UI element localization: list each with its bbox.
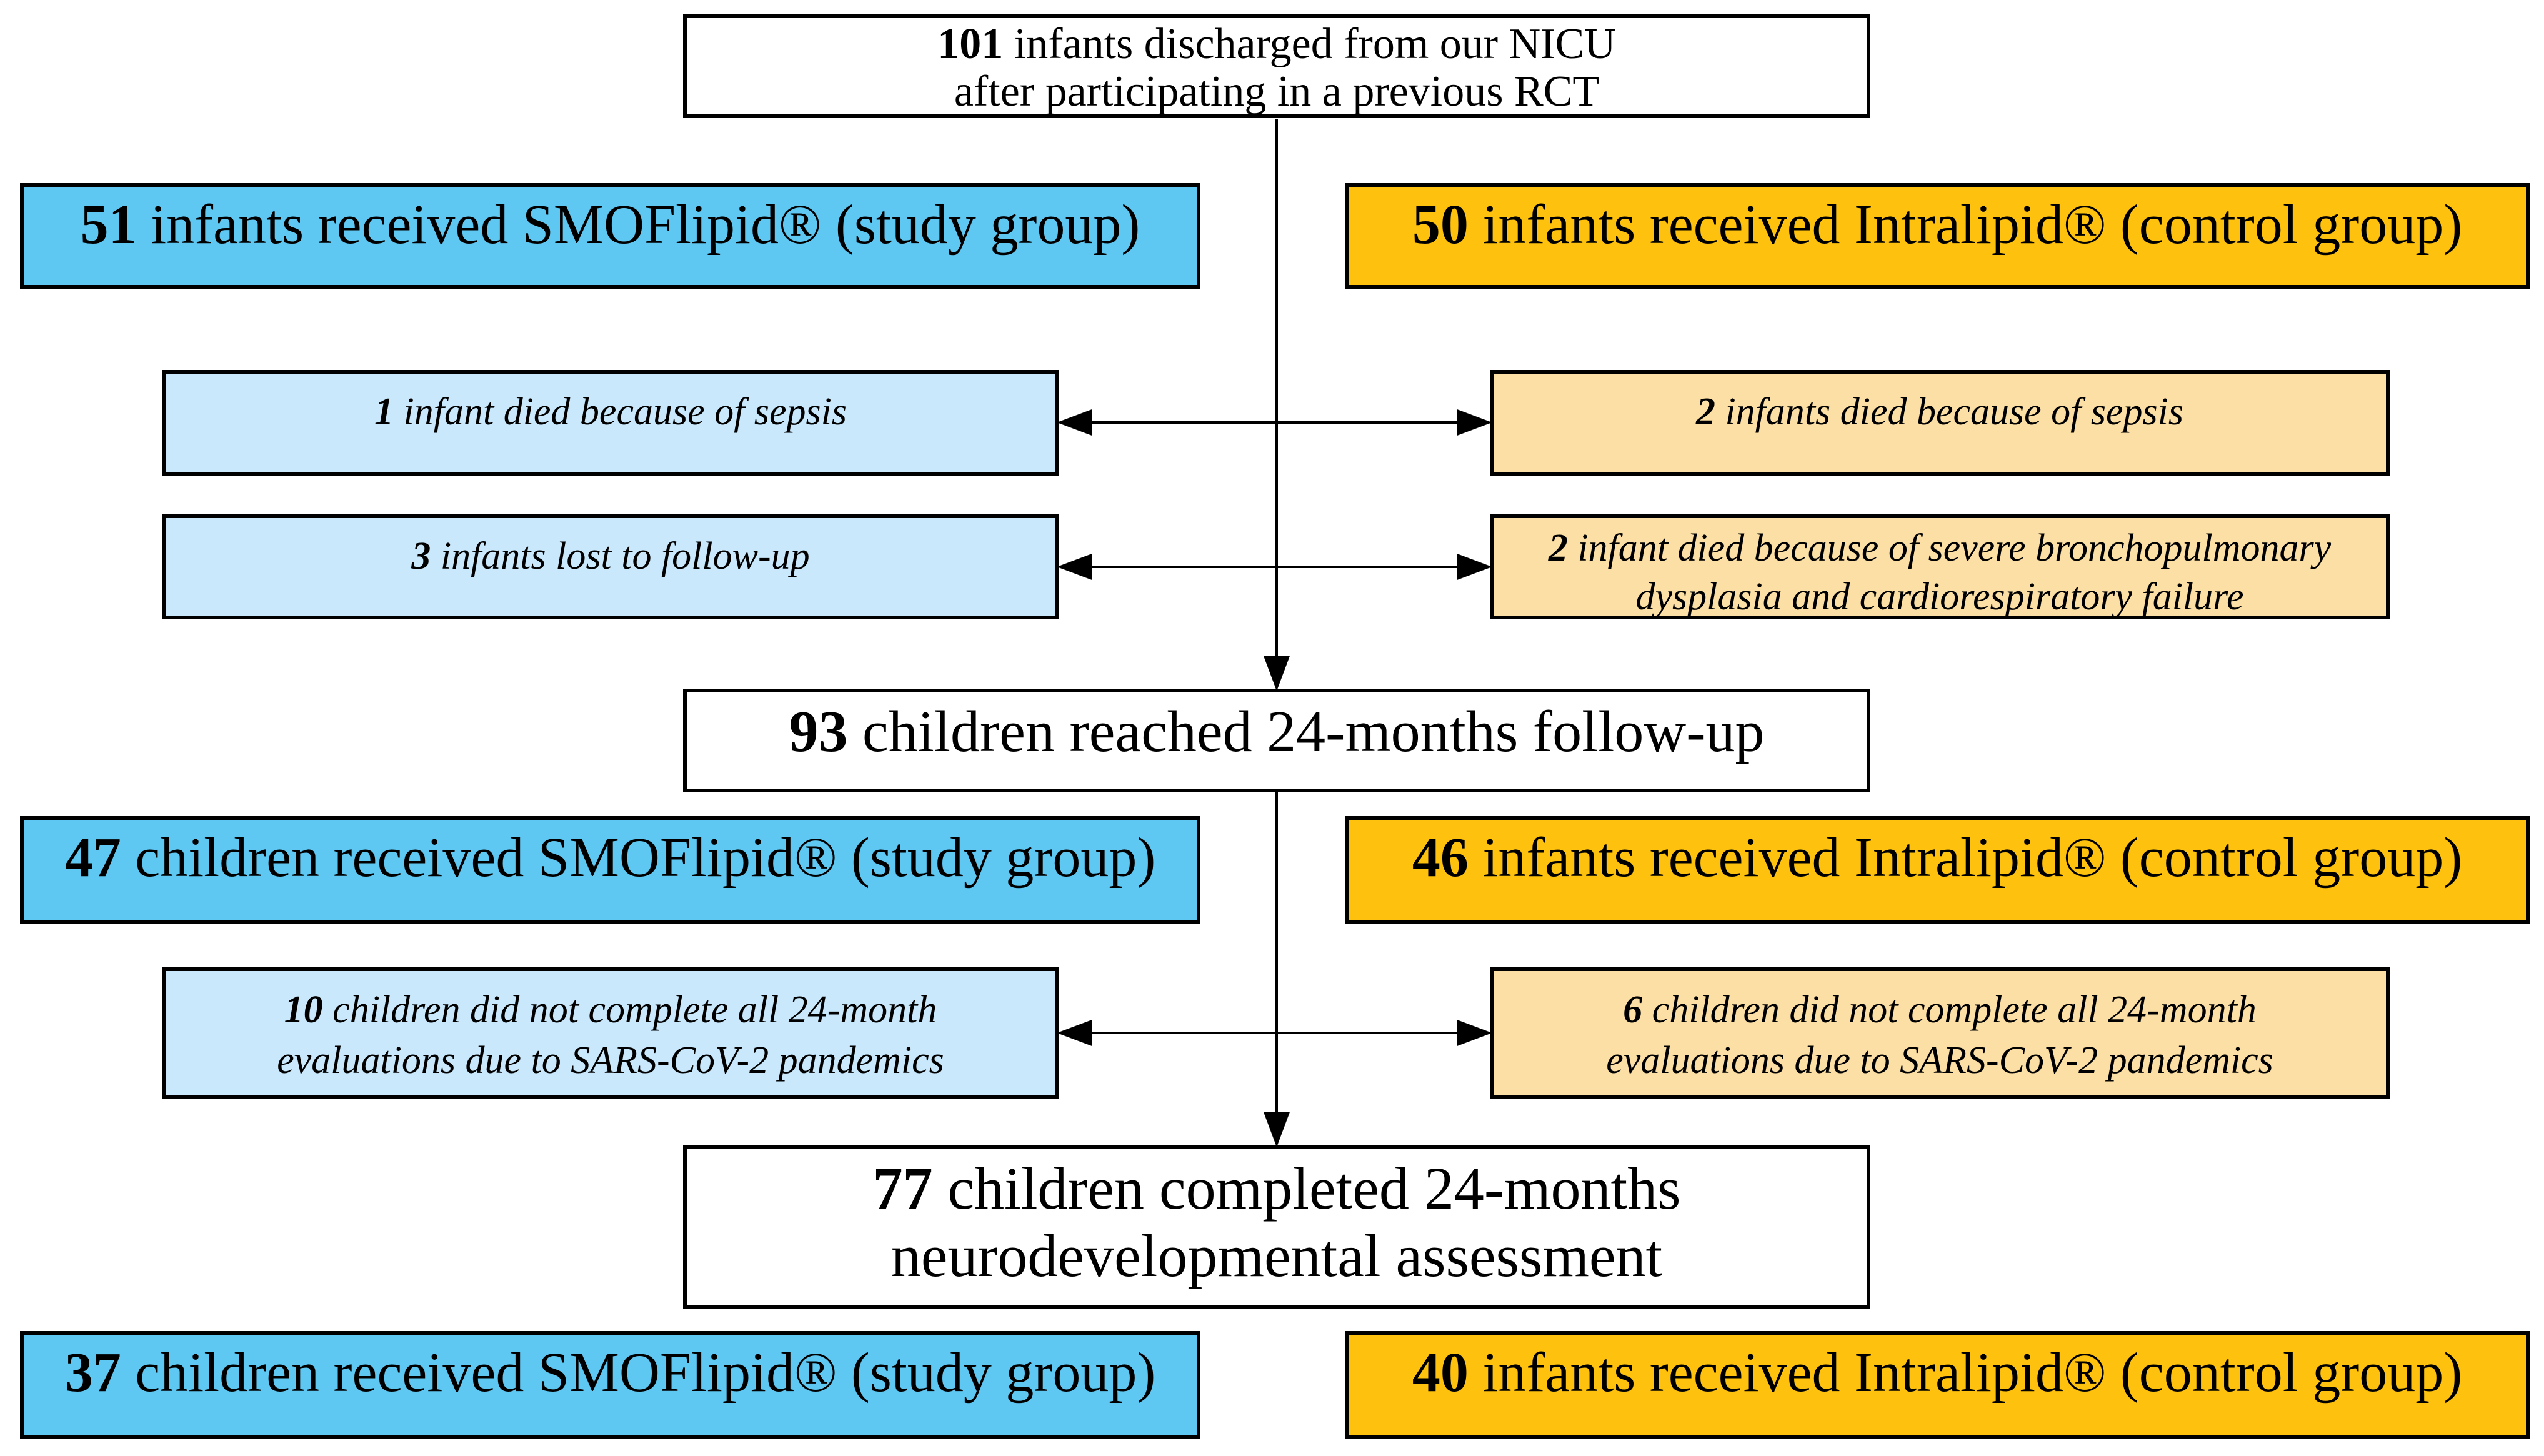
box-control-followup: 46 infants received Intralipid® (control… xyxy=(1345,816,2530,924)
study-covid-text2: evaluations due to SARS-CoV-2 pandemics xyxy=(277,1039,944,1082)
arrow-enrolled-to-followup xyxy=(1264,119,1290,691)
completed-assessment-count: 77 xyxy=(872,1155,933,1222)
study-lost-followup-text: infants lost to follow-up xyxy=(431,535,810,577)
box-study-enrolled: 51 infants received SMOFlipid® (study gr… xyxy=(20,183,1200,289)
control-died-bpd-count: 2 xyxy=(1548,527,1568,569)
control-died-bpd-text2: dysplasia and cardiorespiratory failure xyxy=(1635,575,2244,618)
study-enrolled-text: infants received SMOFlipid® (study group… xyxy=(136,194,1140,256)
study-enrolled-count: 51 xyxy=(80,194,137,256)
completed-assessment-text1: children completed 24-months xyxy=(932,1155,1681,1222)
reached-followup-count: 93 xyxy=(789,699,848,764)
control-completed-text: infants received Intralipid® (control gr… xyxy=(1468,1342,2463,1404)
box-completed-assessment: 77 children completed 24-months neurodev… xyxy=(683,1145,1870,1309)
control-followup-text: infants received Intralipid® (control gr… xyxy=(1468,827,2463,889)
study-died-sepsis-text: infant died because of sepsis xyxy=(394,391,847,433)
arrow-lost-bpd-row xyxy=(1057,554,1492,580)
box-control-enrolled: 50 infants received Intralipid® (control… xyxy=(1345,183,2530,289)
box-study-followup: 47 children received SMOFlipid® (study g… xyxy=(20,816,1200,924)
study-followup-count: 47 xyxy=(64,827,121,889)
box-study-incomplete-covid: 10 children did not complete all 24-mont… xyxy=(162,967,1059,1099)
box-reached-followup: 93 children reached 24-months follow-up xyxy=(683,689,1870,792)
reached-followup-text: children reached 24-months follow-up xyxy=(847,699,1765,764)
completed-assessment-text2: neurodevelopmental assessment xyxy=(890,1222,1663,1289)
control-enrolled-count: 50 xyxy=(1412,194,1469,256)
box-control-died-sepsis: 2 infants died because of sepsis xyxy=(1490,370,2390,476)
enrolled-total-count: 101 xyxy=(937,20,1004,68)
enrolled-total-text: infants discharged from our NICU xyxy=(1003,20,1616,68)
study-covid-count: 10 xyxy=(284,989,323,1031)
control-died-sepsis-text: infants died because of sepsis xyxy=(1715,391,2184,433)
control-covid-text2: evaluations due to SARS-CoV-2 pandemics xyxy=(1606,1039,2273,1082)
control-enrolled-text: infants received Intralipid® (control gr… xyxy=(1468,194,2463,256)
study-lost-followup-count: 3 xyxy=(411,535,431,577)
study-died-sepsis-count: 1 xyxy=(374,391,394,433)
box-control-died-bpd: 2 infant died because of severe bronchop… xyxy=(1490,514,2390,619)
box-control-incomplete-covid: 6 children did not complete all 24-month… xyxy=(1490,967,2390,1099)
control-covid-text1: children did not complete all 24-month xyxy=(1642,989,2257,1031)
box-study-died-sepsis: 1 infant died because of sepsis xyxy=(162,370,1059,476)
arrow-sepsis-row xyxy=(1057,409,1492,436)
study-completed-count: 37 xyxy=(64,1342,121,1404)
box-study-completed: 37 children received SMOFlipid® (study g… xyxy=(20,1331,1200,1439)
arrow-covid-row xyxy=(1057,1020,1492,1046)
arrow-followup-to-assessment xyxy=(1264,792,1290,1147)
study-covid-text1: children did not complete all 24-month xyxy=(322,989,937,1031)
enrolled-total-line2: after participating in a previous RCT xyxy=(954,67,1600,116)
control-died-bpd-text1: infant died because of severe bronchopul… xyxy=(1567,527,2332,569)
box-control-completed: 40 infants received Intralipid® (control… xyxy=(1345,1331,2530,1439)
control-covid-count: 6 xyxy=(1623,989,1643,1031)
box-enrolled-total: 101 infants discharged from our NICU aft… xyxy=(683,14,1870,118)
study-completed-text: children received SMOFlipid® (study grou… xyxy=(121,1342,1156,1404)
study-followup-text: children received SMOFlipid® (study grou… xyxy=(121,827,1156,889)
box-study-lost-followup: 3 infants lost to follow-up xyxy=(162,514,1059,619)
control-followup-count: 46 xyxy=(1412,827,1469,889)
enrolled-total-line1: 101 infants discharged from our NICU xyxy=(687,21,1867,68)
control-died-sepsis-count: 2 xyxy=(1695,391,1715,433)
control-completed-count: 40 xyxy=(1412,1342,1469,1404)
